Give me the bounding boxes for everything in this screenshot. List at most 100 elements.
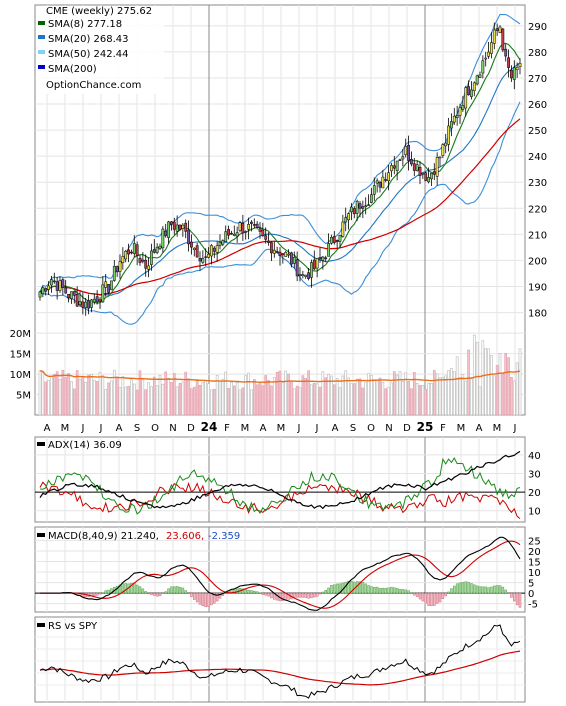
macd-histogram-bar: [393, 587, 396, 594]
candle-body: [507, 57, 510, 68]
candle-body: [215, 245, 219, 253]
macd-histogram-bar: [167, 588, 170, 594]
macd-histogram-bar: [373, 587, 376, 594]
macd-histogram-bar: [207, 592, 210, 607]
volume-bar: [58, 379, 62, 416]
candle-body: [481, 60, 485, 74]
macd-histogram-bar: [335, 583, 339, 594]
volume-bar: [221, 378, 225, 416]
candle-body: [232, 233, 236, 236]
macd-histogram-bar: [173, 586, 176, 594]
volume-bar: [287, 373, 290, 416]
watermark: OptionChance.com: [46, 80, 141, 91]
volume-bar: [267, 380, 270, 416]
sma200-swatch: [38, 65, 45, 69]
volume-bar: [358, 378, 362, 416]
volume-bar: [175, 386, 179, 416]
candle-body: [250, 221, 253, 224]
volume-bar: [475, 341, 479, 416]
volume-bar: [407, 381, 410, 416]
candle-body: [404, 146, 408, 156]
macd-histogram-bar: [201, 592, 205, 606]
volume-bar: [38, 370, 42, 416]
volume-bar: [92, 379, 96, 416]
volume-bar: [250, 389, 253, 416]
sma20-swatch: [38, 35, 45, 39]
macd-histogram-bar: [150, 592, 153, 595]
macd-histogram-bar: [310, 592, 313, 599]
macd-histogram-bar: [138, 586, 142, 594]
rs-legend: RS vs SPY: [37, 621, 98, 632]
volume-bar: [155, 385, 159, 416]
month-tick-label: A: [260, 423, 267, 434]
rs-swatch: [37, 623, 45, 627]
volume-bar: [344, 370, 348, 416]
volume-bar: [192, 386, 196, 416]
volume-bar: [495, 365, 499, 416]
volume-bar: [150, 386, 153, 416]
volume-bar: [327, 373, 330, 416]
macd-histogram-bar: [450, 588, 453, 594]
volume-bar: [470, 378, 473, 416]
macd-histogram-bar: [270, 592, 273, 599]
volume-bar: [435, 373, 439, 416]
volume-bar: [335, 378, 339, 416]
volume-bar: [295, 385, 299, 416]
candle-body: [72, 291, 76, 296]
adx-tick-label: 20: [528, 488, 541, 499]
volume-bar: [452, 371, 456, 416]
candle-body: [350, 206, 353, 213]
macd-histogram-bar: [493, 585, 496, 594]
macd-histogram-bar: [347, 580, 350, 594]
month-tick-label: A: [116, 423, 123, 434]
volume-bar: [387, 387, 390, 416]
candle-body: [241, 222, 245, 234]
macd-histogram-bar: [170, 586, 173, 594]
macd-tick-label: 10: [528, 568, 541, 579]
macd-histogram-bar: [98, 592, 102, 595]
volume-bar: [50, 375, 53, 416]
macd-histogram-bar: [361, 582, 365, 594]
candle-body: [347, 213, 350, 221]
candle-body: [518, 63, 522, 67]
candle-body: [252, 224, 256, 226]
volume-bar: [81, 376, 85, 416]
macd-histogram-bar: [490, 586, 493, 594]
macd-histogram-bar: [261, 592, 265, 595]
macd-histogram-bar: [313, 592, 316, 598]
macd-histogram-bar: [330, 584, 333, 594]
volume-bar: [124, 386, 128, 416]
macd-histogram-bar: [318, 592, 322, 595]
candle-body: [258, 228, 262, 232]
volume-bar: [410, 388, 413, 416]
macd-histogram-bar: [255, 591, 259, 594]
volume-bar: [307, 370, 310, 416]
volume-bar: [458, 377, 462, 416]
macd-histogram-bar: [375, 586, 379, 594]
candle-body: [64, 287, 68, 294]
candle-body: [264, 235, 268, 240]
macd-histogram-bar: [470, 583, 473, 594]
macd-histogram-bar: [501, 586, 505, 594]
price-tick-label: 240: [528, 152, 547, 163]
candle-body: [495, 28, 499, 31]
volume-bar: [170, 382, 173, 416]
macd-histogram-bar: [198, 592, 202, 605]
volume-bar: [218, 380, 222, 416]
macd-histogram-bar: [213, 592, 216, 604]
macd-signal-value: 23.606,: [166, 531, 204, 542]
volume-bar: [67, 373, 70, 416]
candle-body: [412, 163, 416, 171]
macd-histogram-bar: [484, 586, 487, 594]
macd-histogram-bar: [510, 592, 513, 598]
candle-body: [501, 28, 505, 51]
volume-bar: [447, 370, 450, 416]
candle-body: [475, 75, 479, 85]
volume-bar: [478, 386, 482, 416]
volume-bar: [230, 381, 233, 416]
macd-histogram-bar: [475, 585, 479, 594]
candle-body: [50, 279, 53, 286]
month-tick-label: A: [332, 423, 339, 434]
volume-bar: [372, 379, 376, 416]
